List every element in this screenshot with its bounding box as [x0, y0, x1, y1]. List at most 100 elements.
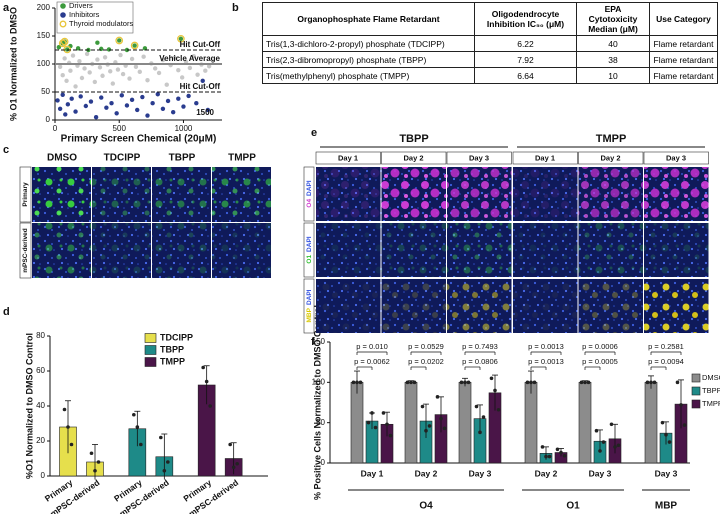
day-label-box [578, 151, 644, 165]
row-label: O4 DAPI [306, 180, 313, 207]
y-tick-label: 50 [316, 418, 325, 427]
micrograph-stain [381, 167, 446, 221]
replicate-point [544, 454, 548, 459]
replicate-point [532, 380, 537, 385]
data-point [100, 73, 105, 78]
reference-label: Vehicle Average [159, 54, 220, 63]
y-tick-label: 60 [36, 366, 45, 375]
data-point [133, 64, 139, 70]
data-point [124, 103, 130, 108]
data-point [142, 46, 148, 51]
replicate-point [89, 451, 94, 456]
data-point [203, 68, 208, 73]
p-value: p = 0.0013 [528, 357, 564, 366]
day-label: Day 3 [666, 153, 686, 162]
replicate-point [381, 411, 386, 415]
data-point [69, 96, 74, 101]
day-label-box [512, 151, 578, 165]
replicate-point [351, 380, 356, 385]
table-cell: Tris(1,3-dichloro-2-propyl) phosphate (T… [262, 35, 475, 52]
p-value: p = 0.0013 [528, 342, 564, 351]
data-point [179, 75, 185, 80]
row-label-stain: DAPI [306, 236, 313, 252]
legend-marker [59, 20, 67, 28]
data-point [99, 95, 104, 100]
row-label: MBP DAPI [306, 289, 313, 322]
micrograph-stain [513, 167, 578, 221]
bar [578, 382, 592, 464]
data-point [110, 81, 116, 86]
data-point [57, 106, 63, 112]
data-point [124, 47, 130, 53]
micrograph-stain [578, 279, 643, 333]
y-axis-label: % Positive Cells Normalized to DMSO Cont… [312, 305, 322, 500]
data-point [73, 109, 78, 114]
replicate-point [370, 411, 374, 415]
row-label: Primary [22, 182, 29, 207]
data-point [120, 71, 126, 77]
data-point [194, 101, 199, 106]
panel-label: c [3, 144, 9, 156]
table-cell: Flame retardant [649, 51, 718, 68]
table-header: Organophosphate Flame Retardant [262, 2, 475, 36]
p-value: p = 0.7493 [462, 342, 498, 351]
replicate-point [474, 404, 479, 409]
table-cell: 38 [576, 51, 650, 68]
day-label-box [381, 151, 447, 165]
data-point [79, 75, 85, 81]
data-point [172, 55, 177, 61]
data-point [109, 101, 114, 106]
row-label-marker: O4 [306, 199, 313, 208]
micrograph-stain [32, 167, 91, 222]
replicate-point [435, 395, 440, 399]
micrograph-stain [316, 223, 381, 277]
data-point [83, 103, 89, 109]
data-point [56, 45, 62, 50]
data-point [87, 70, 92, 75]
data-point [92, 79, 98, 85]
day-label: Day 2 [403, 153, 423, 162]
data-point [155, 92, 160, 97]
data-point [97, 65, 103, 70]
panel-label: a [3, 2, 10, 14]
legend-swatch [144, 357, 157, 367]
replicate-point [649, 380, 653, 385]
data-point [181, 104, 186, 109]
replicate-point [424, 428, 428, 433]
data-point [141, 54, 146, 59]
data-point [153, 66, 158, 71]
data-point [62, 56, 67, 61]
legend-swatch [144, 345, 157, 355]
replicate-point [208, 404, 212, 408]
data-point [140, 94, 145, 100]
replicate-point [562, 453, 567, 458]
data-point [165, 98, 171, 104]
replicate-point [420, 404, 425, 409]
bar [404, 382, 418, 464]
micrograph-stain [212, 167, 271, 222]
micrograph-stain [578, 223, 643, 277]
group-label: TMPP [596, 133, 627, 145]
data-point [160, 106, 166, 112]
data-point [60, 37, 69, 46]
replicate-point [540, 445, 545, 449]
replicate-point [466, 380, 471, 385]
data-point [115, 67, 121, 72]
x-tick-label: Day 2 [535, 468, 558, 478]
p-value: p = 0.0806 [462, 357, 498, 366]
legend-swatch [691, 386, 701, 396]
data-point [88, 99, 94, 104]
data-point [205, 107, 211, 113]
data-point [65, 47, 70, 52]
day-label: Day 2 [600, 153, 620, 162]
day-label-box [643, 151, 709, 165]
replicate-point [93, 468, 97, 473]
data-point [183, 59, 189, 64]
data-point [75, 46, 81, 51]
x-tick-label: 500 [113, 124, 127, 133]
column-label: DMSO [47, 153, 77, 164]
replicate-point [579, 380, 584, 385]
replicate-point [667, 440, 672, 444]
table-header: Oligodendrocyte Inhibition IC₅₀ (μM) [474, 2, 577, 36]
data-point [70, 53, 76, 58]
